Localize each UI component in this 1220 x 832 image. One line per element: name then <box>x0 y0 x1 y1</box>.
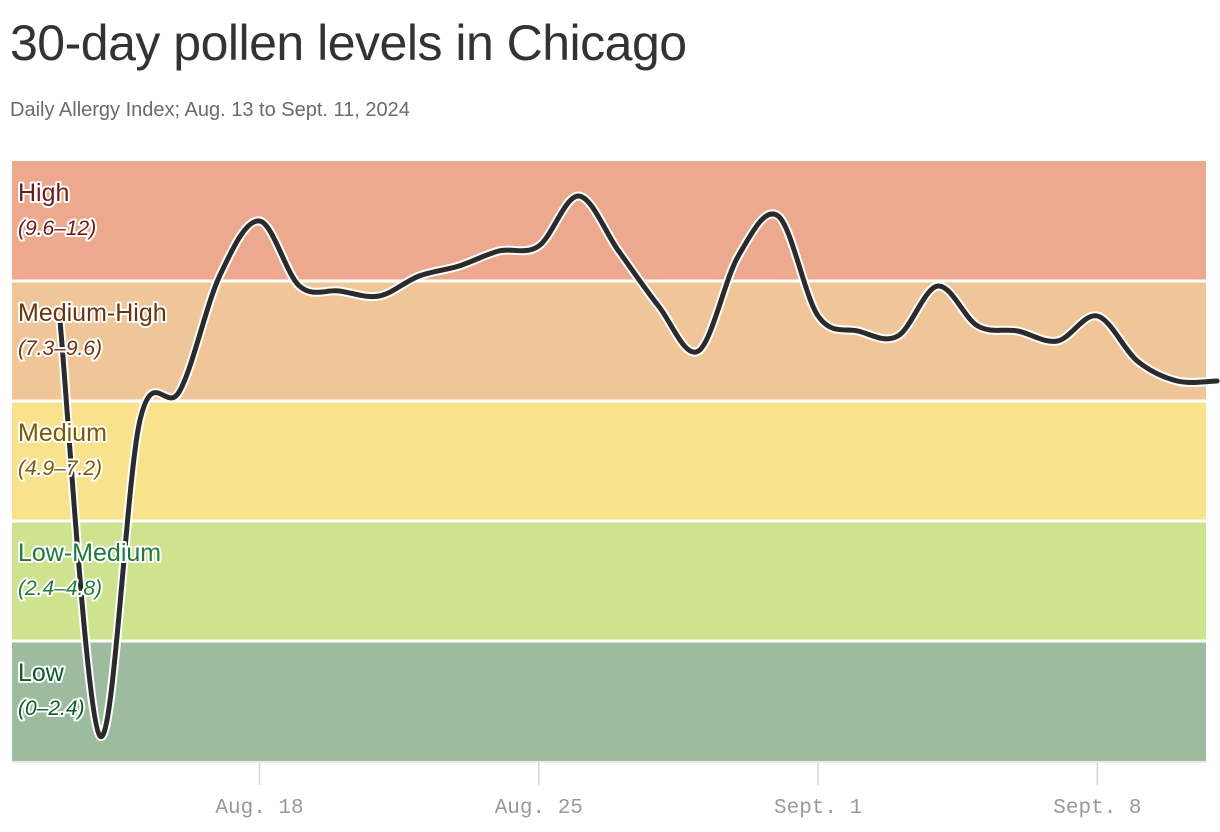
data-point-12[interactable] <box>533 240 545 252</box>
chart-title: 30-day pollen levels in Chicago <box>10 15 687 71</box>
data-point-4[interactable] <box>214 270 226 282</box>
data-point-10[interactable] <box>453 260 465 272</box>
band-label-medium-high: Medium-High <box>18 299 167 327</box>
data-point-27[interactable] <box>1131 355 1143 367</box>
band-low <box>12 641 1206 761</box>
data-point-3[interactable] <box>174 385 186 397</box>
x-axis: Aug. 18 Aug. 25 Sept. 1 Sept. 8 <box>12 761 1206 820</box>
line-layer <box>55 190 1220 742</box>
data-point-24[interactable] <box>1012 325 1024 337</box>
data-point-22[interactable] <box>932 280 944 292</box>
data-point-13[interactable] <box>573 190 585 202</box>
data-point-26[interactable] <box>1091 310 1103 322</box>
data-point-15[interactable] <box>653 300 665 312</box>
band-range-low-medium: (2.4–4.8) <box>18 577 102 600</box>
data-point-1[interactable] <box>94 730 106 742</box>
x-tick-label: Sept. 1 <box>774 797 862 820</box>
data-point-21[interactable] <box>892 330 904 342</box>
x-tick-label: Aug. 18 <box>215 797 303 820</box>
band-label-low-medium: Low-Medium <box>18 539 161 567</box>
band-range-high: (9.6–12) <box>18 217 96 240</box>
data-point-20[interactable] <box>852 325 864 337</box>
x-tick-label: Sept. 8 <box>1053 797 1141 820</box>
data-point-25[interactable] <box>1052 335 1064 347</box>
band-range-medium: (4.9–7.2) <box>18 457 102 480</box>
data-point-7[interactable] <box>333 285 345 297</box>
band-high <box>12 161 1206 281</box>
data-point-23[interactable] <box>972 320 984 332</box>
band-label-high: High <box>18 179 69 207</box>
chart-subtitle: Daily Allergy Index; Aug. 13 to Sept. 11… <box>10 99 410 121</box>
data-point-14[interactable] <box>613 245 625 257</box>
band-label-low: Low <box>18 659 65 687</box>
data-point-6[interactable] <box>293 280 305 292</box>
band-low-medium <box>12 521 1206 641</box>
band-label-layer: High (9.6–12) Medium-High (7.3–9.6) Medium (4… <box>16 177 169 722</box>
data-point-28[interactable] <box>1171 375 1183 387</box>
data-point-18[interactable] <box>772 210 784 222</box>
band-label-medium: Medium <box>18 419 107 447</box>
band-medium <box>12 401 1206 521</box>
band-medium-high <box>12 281 1206 401</box>
data-point-9[interactable] <box>413 270 425 282</box>
band-range-low: (0–2.4) <box>18 697 85 720</box>
data-point-8[interactable] <box>373 290 385 302</box>
data-point-17[interactable] <box>732 250 744 262</box>
data-point-5[interactable] <box>254 215 266 227</box>
series-line-allergy-index <box>57 193 1220 739</box>
bands-layer <box>12 161 1206 761</box>
x-tick-label: Aug. 25 <box>495 797 583 820</box>
band-range-medium-high: (7.3–9.6) <box>18 337 102 360</box>
data-point-11[interactable] <box>493 245 505 257</box>
data-point-16[interactable] <box>692 345 704 357</box>
data-point-19[interactable] <box>812 310 824 322</box>
data-point-2[interactable] <box>134 415 146 427</box>
